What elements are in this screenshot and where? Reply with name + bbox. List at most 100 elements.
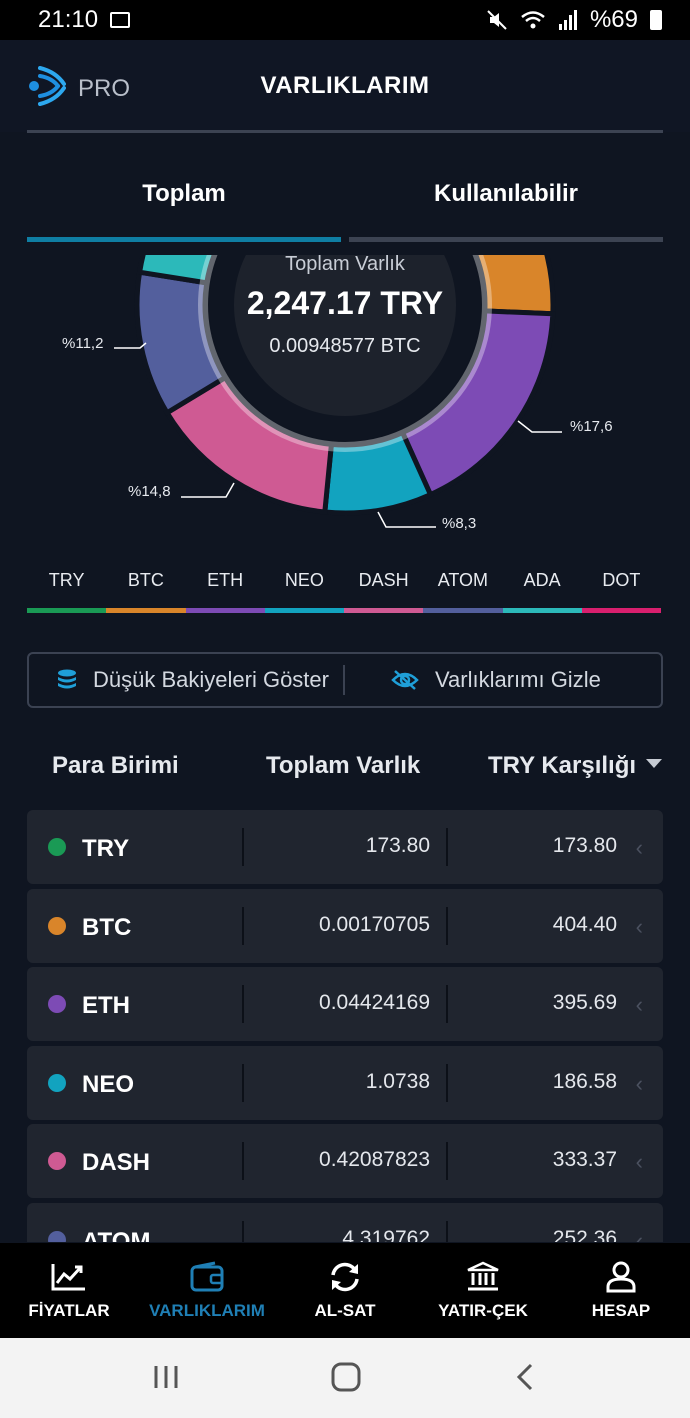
asset-row-dash[interactable]: DASH 0.42087823 333.37 ‹ [27, 1124, 663, 1199]
asset-list: TRY 173.80 173.80 ‹ BTC 0.00170705 404.40 ‹ ETH 0… [27, 810, 663, 1242]
currency-color-dot [48, 916, 66, 935]
currency-symbol: TRY [82, 835, 130, 862]
legend-item-try[interactable]: TRY [27, 565, 107, 613]
nav-assets[interactable]: VARLIKLARIM [138, 1243, 276, 1338]
legend-label: TRY [48, 570, 85, 590]
legend-color-bar [344, 608, 424, 613]
legend-color-bar [27, 608, 107, 613]
asset-try-value: 186.58 [552, 1069, 617, 1093]
home-icon[interactable] [331, 1362, 361, 1392]
legend-color-bar [185, 608, 265, 613]
asset-amount: 1.0738 [365, 1069, 430, 1093]
sort-down-icon [646, 759, 663, 769]
pro-label: PRO [78, 75, 131, 102]
mute-icon [487, 10, 507, 30]
status-bar: 21:10 %69 [0, 0, 690, 40]
currency-symbol: ATOM [82, 1228, 151, 1242]
asset-row-neo[interactable]: NEO 1.0738 186.58 ‹ [27, 1045, 663, 1120]
tab-total[interactable]: Toplam [27, 150, 341, 242]
donut-slice-ada[interactable] [136, 255, 217, 286]
asset-try-value: 173.80 [552, 834, 617, 857]
legend-item-dot[interactable]: DOT [581, 565, 661, 613]
legend-label: NEO [284, 570, 324, 590]
chart-legend: TRY BTC ETH NEO DASH ATOM ADA DOT [27, 565, 661, 613]
asset-try-value: 404.40 [552, 912, 617, 936]
battery-percent: %69 [589, 6, 638, 33]
donut-center-disc [234, 255, 456, 416]
legend-color-bar [502, 608, 582, 613]
legend-item-ada[interactable]: ADA [502, 565, 582, 613]
column-header-total[interactable]: Toplam Varlık [266, 752, 421, 779]
legend-label: DOT [602, 570, 641, 590]
percent-leader-lines [114, 342, 562, 528]
column-header-try-value[interactable]: TRY Karşılığı [488, 752, 663, 780]
tab-total-indicator [27, 237, 341, 242]
percent-label-dash: %14,8 [128, 483, 171, 500]
tab-available-label: Kullanılabilir [433, 180, 579, 207]
signal-icon [558, 10, 577, 30]
chevron-left-icon[interactable]: ‹ [635, 1228, 643, 1242]
show-low-balances-label: Düşük Bakiyeleri Göster [93, 667, 329, 692]
exchange-icon [331, 1262, 359, 1292]
asset-tabs: Toplam Kullanılabilir [27, 150, 663, 242]
nav-prices[interactable]: FİYATLAR [0, 1243, 138, 1338]
status-icons: %69 [486, 6, 662, 34]
battery-icon [650, 10, 662, 30]
asset-row-eth[interactable]: ETH 0.04424169 395.69 ‹ [27, 967, 663, 1042]
column-separator [242, 1142, 244, 1181]
asset-try-value: 395.69 [552, 991, 617, 1015]
chevron-left-icon[interactable]: ‹ [635, 913, 643, 939]
column-separator [446, 985, 448, 1024]
legend-color-bar [581, 608, 661, 613]
asset-row-atom[interactable]: ATOM 4.319762 252.36 ‹ [27, 1203, 663, 1242]
nav-deposit-withdraw[interactable]: YATIR-ÇEK [414, 1243, 552, 1338]
column-separator [242, 828, 244, 866]
recent-apps-icon[interactable] [152, 1364, 180, 1390]
legend-label: ETH [207, 570, 244, 590]
wifi-icon [521, 11, 545, 29]
chevron-left-icon[interactable]: ‹ [635, 1070, 643, 1096]
legend-item-eth[interactable]: ETH [185, 565, 265, 613]
currency-symbol: ETH [82, 992, 130, 1020]
asset-amount: 173.80 [365, 834, 430, 857]
legend-label: BTC [127, 570, 164, 590]
back-icon[interactable] [514, 1362, 536, 1392]
legend-color-bar [264, 608, 344, 613]
nav-account[interactable]: HESAP [552, 1243, 690, 1338]
tab-total-label: Toplam [142, 180, 226, 207]
nav-trade[interactable]: AL-SAT [276, 1243, 414, 1338]
bank-icon [467, 1261, 499, 1291]
currency-color-dot [48, 1073, 66, 1092]
legend-item-dash[interactable]: DASH [344, 565, 424, 613]
column-separator [446, 906, 448, 945]
legend-color-bar [106, 608, 186, 613]
tab-available[interactable]: Kullanılabilir [349, 150, 663, 242]
system-navigation-bar [0, 1338, 690, 1418]
tab-available-indicator [349, 237, 663, 242]
donut-inner-ring [198, 255, 492, 452]
user-icon [606, 1261, 636, 1293]
asset-row-try[interactable]: TRY 173.80 173.80 ‹ [27, 810, 663, 884]
show-low-balances-button[interactable]: Düşük Bakiyeleri Göster [57, 667, 329, 693]
asset-row-btc[interactable]: BTC 0.00170705 404.40 ‹ [27, 888, 663, 963]
app-header: PRO VARLIKLARIM [0, 40, 690, 132]
chevron-left-icon[interactable]: ‹ [635, 992, 643, 1018]
column-header-try-value-label: TRY Karşılığı [488, 752, 637, 779]
gallery-notification-icon [110, 12, 131, 28]
hide-assets-button[interactable]: Varlıklarımı Gizle [391, 667, 601, 693]
donut-chart-area [0, 255, 690, 545]
legend-label: DASH [358, 570, 409, 590]
nav-deposit-withdraw-label: YATIR-ÇEK [438, 1301, 528, 1320]
app-logo-icon [29, 66, 66, 106]
status-time: 21:10 [38, 6, 99, 33]
currency-symbol: DASH [82, 1149, 151, 1177]
legend-label: ADA [523, 570, 561, 590]
nav-account-label: HESAP [591, 1301, 651, 1320]
legend-item-btc[interactable]: BTC [106, 565, 186, 613]
legend-item-neo[interactable]: NEO [264, 565, 344, 613]
nav-trade-label: AL-SAT [314, 1301, 376, 1320]
column-header-currency[interactable]: Para Birimi [52, 752, 179, 779]
chevron-left-icon[interactable]: ‹ [635, 1149, 643, 1175]
legend-item-atom[interactable]: ATOM [423, 565, 503, 613]
chevron-left-icon[interactable]: ‹ [635, 835, 643, 860]
